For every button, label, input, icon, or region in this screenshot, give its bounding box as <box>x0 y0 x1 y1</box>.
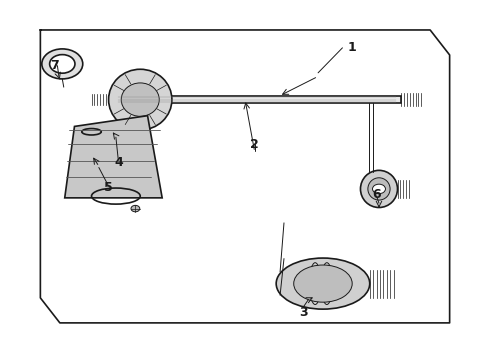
Ellipse shape <box>294 265 352 302</box>
Ellipse shape <box>109 69 172 130</box>
Text: 3: 3 <box>299 306 308 319</box>
Text: 5: 5 <box>104 181 113 194</box>
Bar <box>109 96 401 103</box>
Ellipse shape <box>361 170 397 207</box>
Text: 6: 6 <box>372 188 381 201</box>
Ellipse shape <box>368 178 390 200</box>
Circle shape <box>372 184 386 194</box>
Circle shape <box>49 55 75 73</box>
Text: 7: 7 <box>50 59 59 72</box>
Ellipse shape <box>131 205 140 212</box>
Text: 2: 2 <box>250 138 259 151</box>
Ellipse shape <box>276 258 370 309</box>
Circle shape <box>42 49 83 79</box>
Text: 4: 4 <box>114 156 122 168</box>
Text: 1: 1 <box>348 41 357 54</box>
Ellipse shape <box>121 83 159 116</box>
Polygon shape <box>65 116 162 198</box>
